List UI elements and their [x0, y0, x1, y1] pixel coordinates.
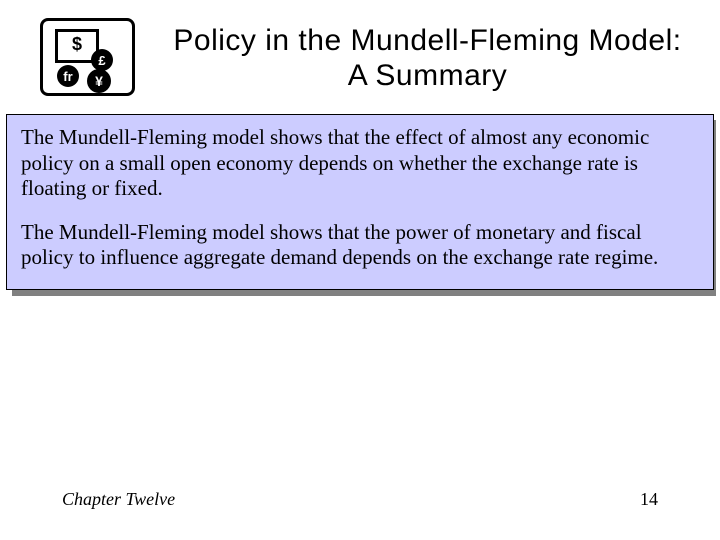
- pound-coin-icon: £: [91, 49, 113, 71]
- title-line-2: A Summary: [155, 59, 700, 94]
- slide-footer: Chapter Twelve 14: [0, 489, 720, 510]
- currency-monitor-icon: £ fr ¥: [40, 18, 135, 96]
- paragraph-2: The Mundell-Fleming model shows that the…: [21, 220, 699, 271]
- chapter-label: Chapter Twelve: [62, 489, 175, 510]
- content-panel: The Mundell-Fleming model shows that the…: [6, 114, 714, 290]
- franc-coin-icon: fr: [57, 65, 79, 87]
- page-number: 14: [640, 489, 658, 510]
- title-line-1: Policy in the Mundell-Fleming Model:: [155, 24, 700, 59]
- slide-title: Policy in the Mundell-Fleming Model: A S…: [155, 18, 700, 93]
- yen-coin-icon: ¥: [87, 69, 111, 93]
- paragraph-1: The Mundell-Fleming model shows that the…: [21, 125, 699, 202]
- content-box: The Mundell-Fleming model shows that the…: [6, 114, 714, 290]
- slide-header: £ fr ¥ Policy in the Mundell-Fleming Mod…: [0, 0, 720, 106]
